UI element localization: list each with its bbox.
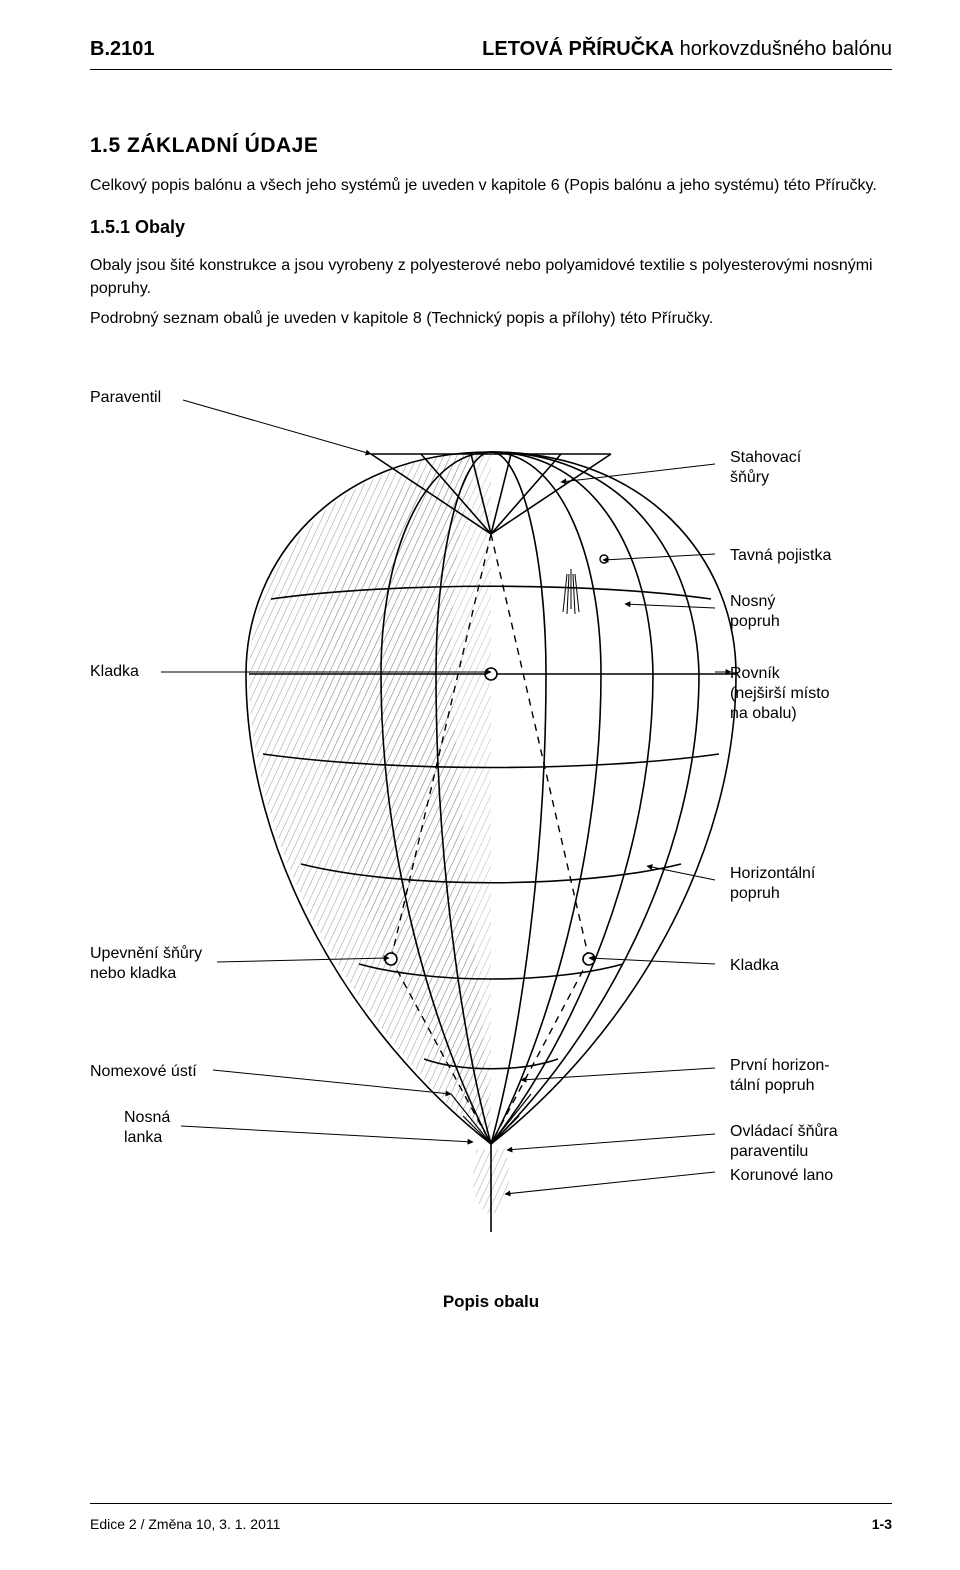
footer-left: Edice 2 / Změna 10, 3. 1. 2011 <box>90 1516 280 1532</box>
sub-paragraph-2: Podrobný seznam obalů je uveden v kapito… <box>90 307 892 330</box>
doc-title-light: horkovzdušného balónu <box>674 38 892 60</box>
label-korunove: Korunové lano <box>730 1166 833 1186</box>
page-header: B.2101 LETOVÁ PŘÍRUČKA horkovzdušného ba… <box>90 38 892 70</box>
leader-line <box>625 604 715 608</box>
label-nosny_popruh: Nosný popruh <box>730 592 780 632</box>
label-kladka_r: Kladka <box>730 956 779 976</box>
leader-line <box>183 400 371 454</box>
footer-right: 1-3 <box>872 1516 892 1532</box>
label-horiz_popruh: Horizontální popruh <box>730 864 815 904</box>
doc-title: LETOVÁ PŘÍRUČKA horkovzdušného balónu <box>482 38 892 61</box>
footer-rule <box>90 1503 892 1504</box>
intro-paragraph: Celkový popis balónu a všech jeho systém… <box>90 174 892 197</box>
leader-line <box>181 1126 473 1142</box>
leader-line <box>521 1068 715 1080</box>
doc-code: B.2101 <box>90 38 155 61</box>
label-prvni_horiz: První horizon- tální popruh <box>730 1056 830 1096</box>
label-paraventil: Paraventil <box>90 388 161 408</box>
leader-line <box>505 1172 715 1194</box>
label-kladka_l: Kladka <box>90 662 139 682</box>
label-stahovaci: Stahovací šňůry <box>730 448 801 488</box>
label-nosna_lanka: Nosná lanka <box>124 1108 170 1148</box>
label-tavna: Tavná pojistka <box>730 546 831 566</box>
doc-title-bold: LETOVÁ PŘÍRUČKA <box>482 38 674 60</box>
sub-paragraph-1: Obaly jsou šité konstrukce a jsou vyrobe… <box>90 254 892 300</box>
label-nomex: Nomexové ústí <box>90 1062 197 1082</box>
leader-line <box>507 1134 715 1150</box>
section-title: 1.5 ZÁKLADNÍ ÚDAJE <box>90 134 892 158</box>
label-upevneni: Upevnění šňůry nebo kladka <box>90 944 202 984</box>
subsection-title: 1.5.1 Obaly <box>90 217 892 238</box>
balloon-diagram: Paraventil Kladka Upevnění šňůry nebo klad… <box>90 374 892 1274</box>
label-rovnik: Rovník (nejširší místo na obalu) <box>730 664 830 724</box>
label-ovladaci: Ovládací šňůra paraventilu <box>730 1122 838 1162</box>
leader-line <box>647 866 715 880</box>
leader-line <box>603 554 715 560</box>
diagram-caption: Popis obalu <box>90 1292 892 1312</box>
page-footer: Edice 2 / Změna 10, 3. 1. 2011 1-3 <box>90 1516 892 1532</box>
